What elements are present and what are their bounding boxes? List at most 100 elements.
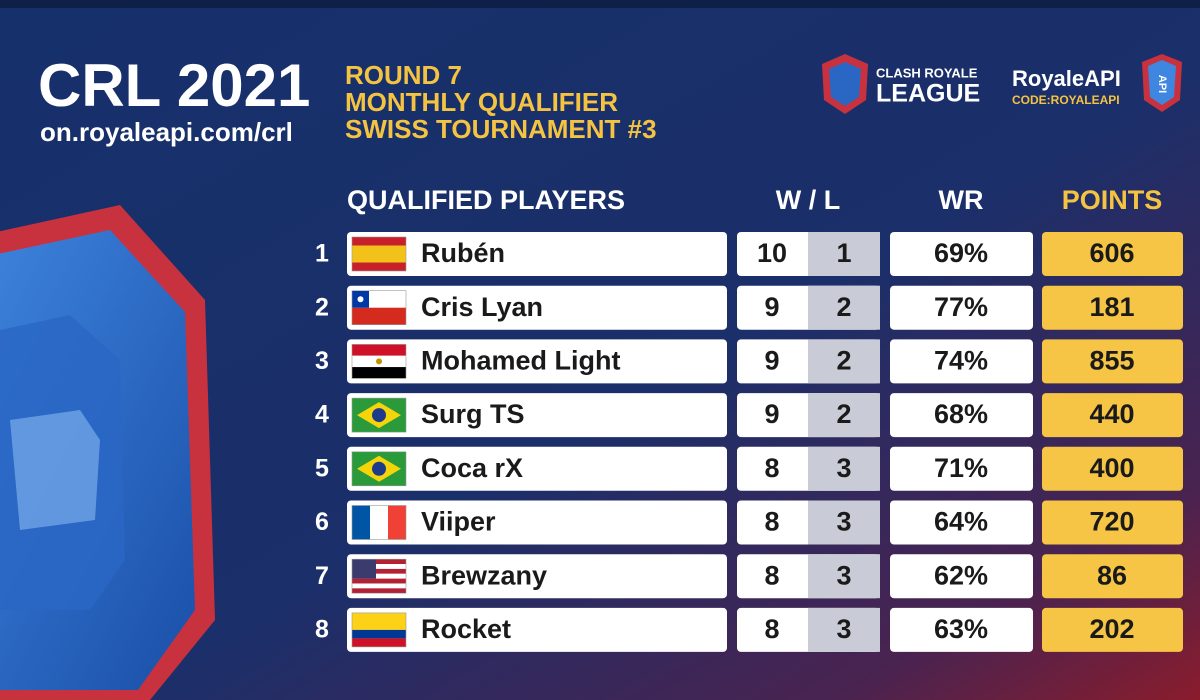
win-rate: 62% [934, 560, 988, 590]
points: 855 [1089, 346, 1134, 376]
wins: 9 [764, 346, 779, 376]
flag-part [352, 583, 406, 589]
losses-cell [808, 339, 880, 384]
column-header: WR [939, 185, 984, 215]
wins: 9 [764, 399, 779, 429]
subtitle-line: ROUND 7 [345, 60, 462, 90]
name-cell [347, 232, 727, 276]
points-cell [1042, 339, 1183, 384]
name-cell [347, 500, 727, 545]
losses: 2 [836, 399, 851, 429]
losses-cell [808, 393, 880, 438]
wr-cell [890, 446, 1033, 491]
losses: 3 [836, 507, 851, 537]
losses: 2 [836, 292, 851, 322]
league-name: LEAGUE [876, 80, 980, 108]
win-rate: 74% [934, 346, 988, 376]
wins: 8 [764, 507, 779, 537]
player-name: Coca rX [421, 453, 523, 483]
flag-part [352, 578, 406, 584]
rank: 3 [315, 347, 329, 375]
wr-cell [890, 285, 1033, 330]
column-header: QUALIFIED PLAYERS [347, 185, 625, 215]
losses: 1 [836, 238, 851, 268]
losses: 3 [836, 453, 851, 483]
wins: 9 [764, 292, 779, 322]
flag-frame [351, 505, 407, 540]
player-name: Surg TS [421, 399, 525, 429]
flag-frame [351, 397, 407, 433]
points: 202 [1089, 614, 1134, 644]
win-rate: 77% [934, 292, 988, 322]
rank: 2 [315, 293, 329, 321]
flag-part [352, 505, 370, 540]
flag-part [372, 461, 386, 476]
api-name: RoyaleAPI [1012, 66, 1121, 91]
rank: 1 [315, 240, 329, 268]
name-cell [347, 393, 727, 438]
flag-part [352, 307, 406, 325]
rank: 5 [315, 454, 329, 482]
win-rate: 63% [934, 614, 988, 644]
wr-cell [890, 339, 1033, 384]
player-name: Rocket [421, 614, 511, 644]
api-logo-inner [1148, 60, 1176, 105]
flag-part [388, 505, 406, 540]
win-rate: 64% [934, 507, 988, 537]
points-cell [1042, 607, 1183, 652]
flag-part [352, 245, 406, 263]
flag-part [357, 296, 364, 303]
flag-part [372, 408, 386, 423]
flag-part [352, 573, 406, 579]
subtitle-line: SWISS TOURNAMENT #3 [345, 114, 657, 144]
losses-cell [808, 446, 880, 491]
flag-part [352, 568, 406, 574]
points: 720 [1089, 507, 1134, 537]
flag-part [352, 588, 406, 594]
flag-frame [351, 344, 407, 379]
column-header: W / L [776, 185, 840, 215]
player-name: Viiper [421, 507, 496, 537]
losses: 3 [836, 614, 851, 644]
losses-cell [808, 232, 880, 276]
wr-cell [890, 607, 1033, 652]
flag-part [352, 367, 406, 379]
api-code: CODE:ROYALEAPI [1012, 93, 1120, 107]
rank: 8 [315, 616, 329, 644]
top-band [0, 0, 1200, 8]
name-cell [347, 285, 727, 330]
losses-cell [808, 285, 880, 330]
losses-cell [808, 607, 880, 652]
player-name: Brewzany [421, 560, 547, 590]
flag-frame [351, 558, 407, 594]
shield-emblem-light [10, 410, 100, 530]
points-cell [1042, 554, 1183, 599]
points-cell [1042, 500, 1183, 545]
league-logo-inner [829, 62, 861, 106]
rank: 4 [315, 401, 329, 429]
points-cell [1042, 232, 1183, 276]
wr-cell [890, 232, 1033, 276]
name-cell [347, 554, 727, 599]
subtitle-line: MONTHLY QUALIFIER [345, 87, 618, 117]
flag-frame [351, 451, 407, 487]
flag-frame [351, 290, 407, 326]
url: on.royaleapi.com/crl [40, 117, 293, 147]
flag-part [352, 564, 406, 569]
win-rate: 71% [934, 453, 988, 483]
flag-part [370, 505, 388, 540]
flag-frame [351, 236, 407, 272]
player-name: Rubén [421, 238, 505, 268]
points: 181 [1089, 292, 1134, 322]
flag-part [352, 559, 376, 579]
player-name: Mohamed Light [421, 346, 620, 376]
title: CRL 2021 [38, 52, 310, 119]
player-name: Cris Lyan [421, 292, 543, 322]
rank: 7 [315, 562, 329, 590]
league-name: CLASH ROYALE [876, 65, 978, 80]
flag-part [352, 344, 406, 356]
name-cell [347, 607, 727, 652]
rows: 1 Rubén 10 1 69% 606 2 Cris Lyan 9 2 77% 181 3 Mohame… [315, 232, 1183, 652]
api-badge: API [1156, 75, 1168, 93]
